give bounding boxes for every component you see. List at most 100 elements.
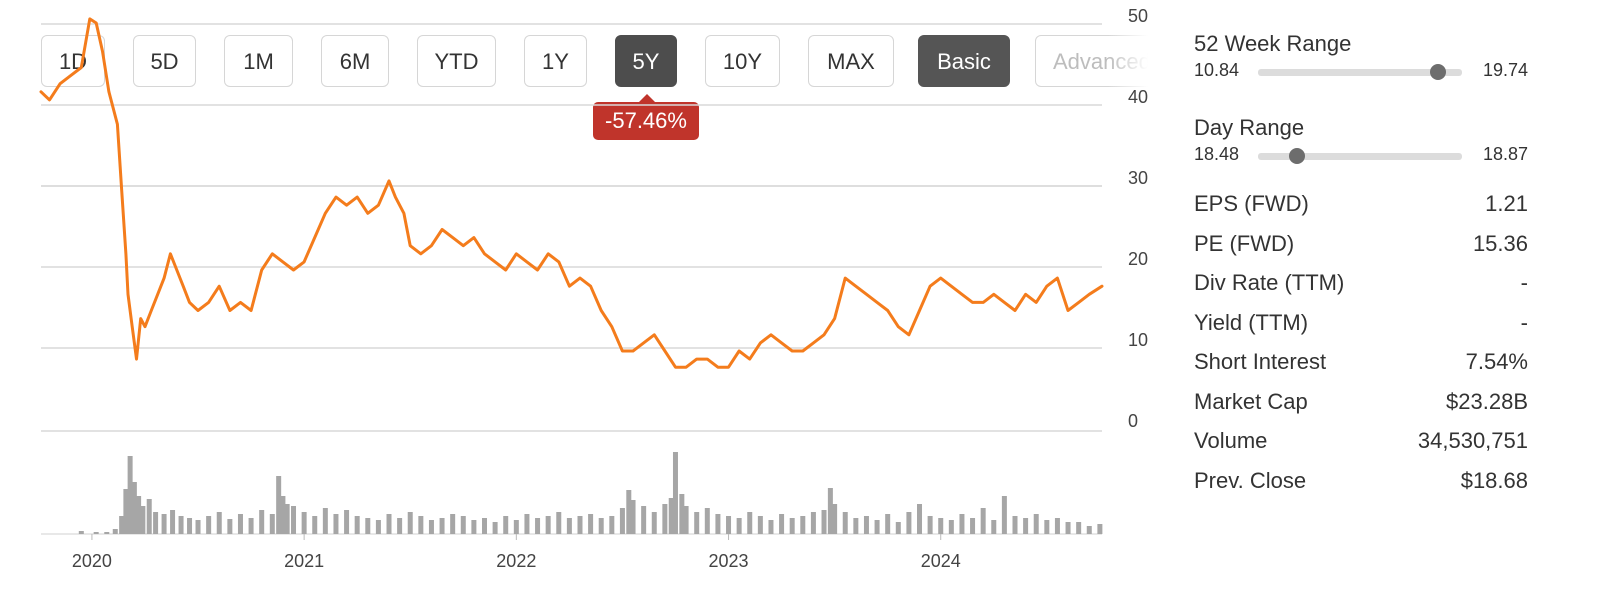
- week52-high: 19.74: [1482, 60, 1528, 80]
- volume-bar: [280, 496, 286, 534]
- volume-bar: [679, 494, 685, 534]
- volume-bar: [810, 512, 816, 534]
- day-track: [1258, 148, 1462, 164]
- stat-label: Yield (TTM): [1194, 309, 1309, 335]
- volume-bar: [672, 452, 678, 534]
- stat-label: Prev. Close: [1194, 467, 1307, 493]
- range-button-5d[interactable]: 5D: [133, 35, 196, 87]
- volume-bar: [161, 514, 167, 534]
- volume-bar: [104, 532, 110, 534]
- volume-bar: [354, 516, 360, 534]
- volume-bar: [397, 518, 403, 534]
- stat-yield: Yield (TTM) -: [1194, 303, 1528, 343]
- volume-bar: [747, 512, 753, 534]
- volume-bar: [301, 512, 307, 534]
- volume-bar: [683, 506, 689, 534]
- volume-bar: [980, 508, 986, 534]
- y-tick-label: 10: [1128, 330, 1148, 350]
- volume-bar: [407, 512, 413, 534]
- y-tick-label: 50: [1128, 6, 1148, 26]
- range-button-max[interactable]: MAX: [808, 35, 894, 87]
- volume-bar: [136, 496, 142, 534]
- volume-bar: [291, 506, 297, 534]
- volume-bar: [428, 520, 434, 534]
- volume-bar: [959, 514, 965, 534]
- volume-bar: [1023, 518, 1029, 534]
- volume-bar: [524, 514, 530, 534]
- stat-value: 7.54%: [1465, 349, 1528, 374]
- y-tick-label: 20: [1128, 249, 1148, 269]
- volume-bar: [662, 504, 668, 534]
- volume-bar: [227, 519, 233, 534]
- stat-value: -: [1520, 270, 1528, 295]
- volume-bar: [832, 504, 838, 534]
- stat-div-rate: Div Rate (TTM) -: [1194, 263, 1528, 303]
- volume-bar: [187, 518, 193, 534]
- range-button-6m[interactable]: 6M: [321, 35, 389, 87]
- week52-range-row: 10.84 19.74: [1194, 58, 1528, 84]
- volume-bar: [827, 488, 833, 534]
- volume-bar: [1001, 496, 1007, 534]
- volume-bar: [545, 516, 551, 534]
- range-button-5y[interactable]: 5Y: [615, 35, 677, 87]
- range-button-1m[interactable]: 1M: [224, 35, 293, 87]
- volume-bar: [1012, 516, 1018, 534]
- stat-value: $18.68: [1460, 467, 1528, 493]
- volume-bar: [170, 510, 176, 534]
- volume-bar: [863, 516, 869, 534]
- volume-bar: [119, 516, 125, 534]
- volume-bar: [906, 512, 912, 534]
- volume-bar: [1054, 518, 1060, 534]
- volume-bar: [598, 518, 604, 534]
- range-button-1d[interactable]: 1D: [41, 35, 105, 87]
- range-button-10y[interactable]: 10Y: [705, 35, 780, 87]
- volume-bar: [768, 520, 774, 534]
- stat-label: Div Rate (TTM): [1194, 270, 1345, 295]
- week52-low: 10.84: [1194, 60, 1240, 80]
- volume-bar: [206, 516, 212, 534]
- y-tick-label: 30: [1128, 168, 1148, 188]
- stat-volume: Volume 34,530,751: [1194, 421, 1528, 461]
- volume-bar: [503, 516, 509, 534]
- volume-bar: [556, 512, 562, 534]
- volume-bar: [726, 516, 732, 534]
- stat-value: 34,530,751: [1417, 428, 1528, 453]
- stat-label: Short Interest: [1194, 349, 1327, 374]
- stat-label: PE (FWD): [1194, 230, 1295, 256]
- stat-value: 15.36: [1472, 230, 1528, 256]
- stat-value: -: [1520, 309, 1528, 335]
- volume-bar: [131, 482, 137, 534]
- day-high: 18.87: [1482, 144, 1528, 164]
- range-button-1y[interactable]: 1Y: [524, 35, 587, 87]
- volume-bar: [895, 522, 901, 534]
- range-button-ytd[interactable]: YTD: [417, 35, 496, 87]
- stat-label: Market Cap: [1194, 388, 1308, 414]
- week52-track: [1258, 64, 1462, 80]
- volume-bar: [991, 520, 997, 534]
- volume-bar: [1044, 520, 1050, 534]
- day-range-row: 18.48 18.87: [1194, 142, 1528, 168]
- volume-bar: [1086, 526, 1092, 534]
- stat-value: 1.21: [1485, 191, 1528, 216]
- volume-bar: [630, 500, 636, 534]
- volume-bar: [1033, 514, 1039, 534]
- volume-bar: [439, 518, 445, 534]
- volume-bar: [789, 518, 795, 534]
- volume-bar: [853, 518, 859, 534]
- x-tick-label: 2023: [709, 551, 749, 571]
- basic-view-button[interactable]: Basic: [918, 35, 1010, 87]
- volume-bar: [450, 514, 456, 534]
- volume-bar: [418, 516, 424, 534]
- day-range: Day Range 18.48 18.87: [1194, 114, 1528, 168]
- volume-bar: [481, 518, 487, 534]
- volume-bar: [333, 514, 339, 534]
- day-range-title: Day Range: [1194, 115, 1305, 140]
- volume-bar: [375, 520, 381, 534]
- volume-bar: [153, 512, 159, 534]
- x-tick-label: 2022: [496, 551, 536, 571]
- week52-range: 52 Week Range 10.84 19.74: [1194, 30, 1528, 84]
- stat-value: $23.28B: [1446, 388, 1528, 414]
- volume-bar: [365, 518, 371, 534]
- volume-bar: [535, 518, 541, 534]
- volume-bar: [757, 516, 763, 534]
